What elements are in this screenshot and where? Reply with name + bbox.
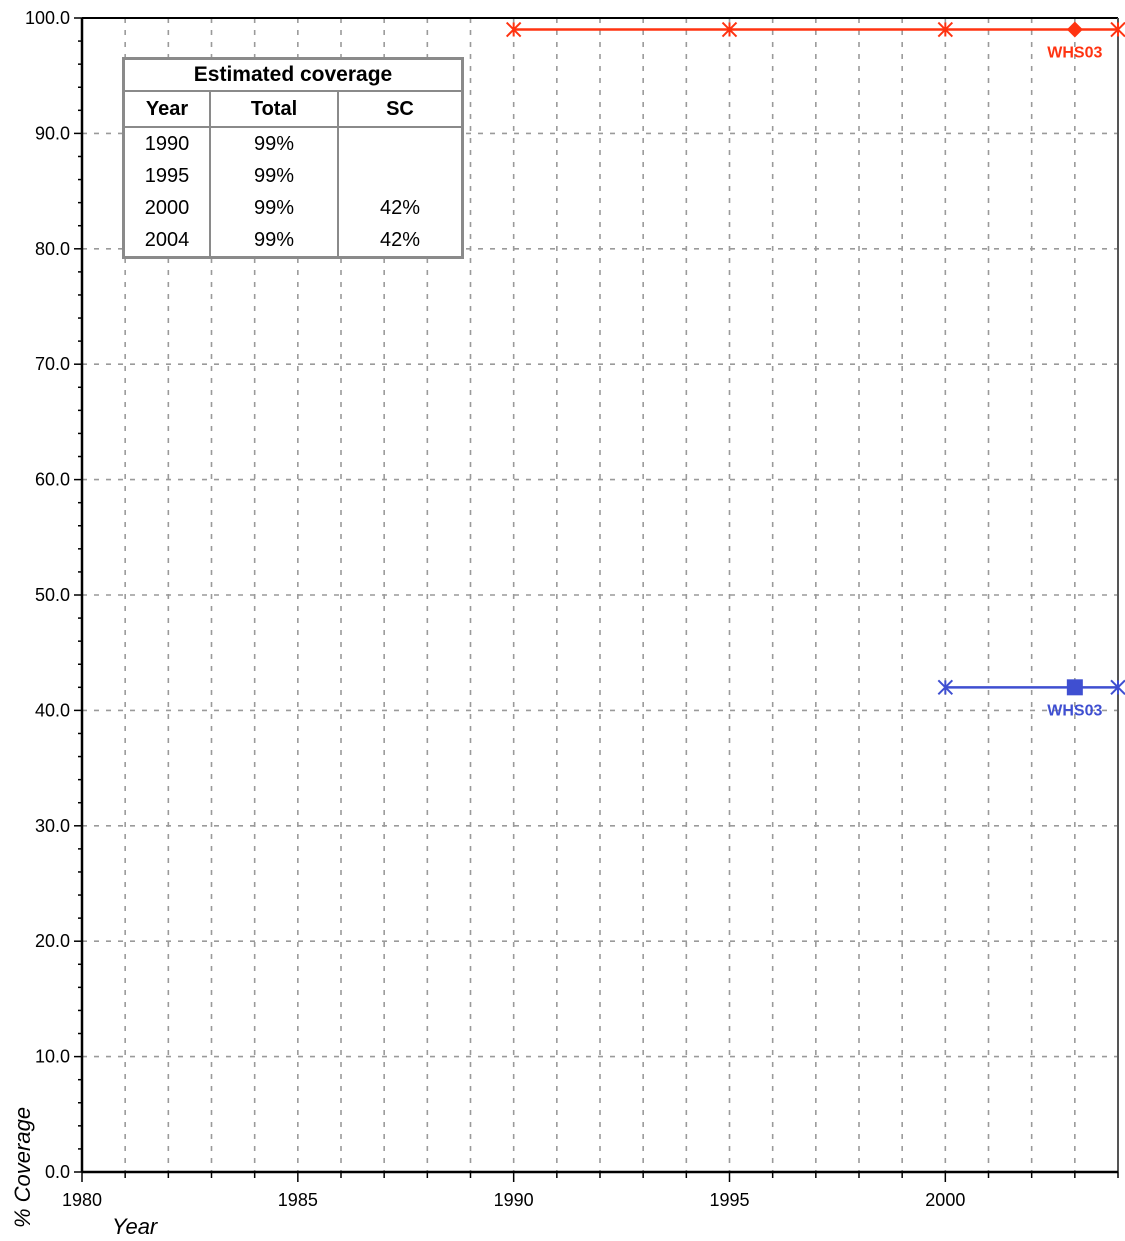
table-row: 1990 99%	[123, 127, 463, 160]
data-point-star	[721, 21, 738, 38]
table-row: 1995 99%	[123, 160, 463, 192]
y-tick-label: 10.0	[35, 1047, 70, 1067]
cell-year: 2004	[123, 224, 211, 258]
y-tick-label: 0.0	[45, 1162, 70, 1182]
data-point-star	[1110, 679, 1125, 696]
cell-sc: 42%	[379, 196, 421, 219]
y-tick-label: 70.0	[35, 354, 70, 374]
y-tick-label: 50.0	[35, 585, 70, 605]
data-point-star	[937, 21, 954, 38]
table-caption: Estimated coverage	[123, 58, 463, 92]
y-tick-label: 80.0	[35, 239, 70, 259]
table-row: 2004 99% 42%	[123, 224, 463, 258]
data-point-star	[1110, 21, 1125, 38]
x-tick-label: 1995	[709, 1190, 749, 1210]
y-tick-label: 30.0	[35, 816, 70, 836]
table-row: 2000 99% 42%	[123, 192, 463, 224]
x-tick-label: 1980	[62, 1190, 102, 1210]
survey-point-square	[1066, 679, 1083, 696]
cell-year: 1995	[123, 160, 211, 192]
x-axis-title: Year	[112, 1214, 159, 1239]
cell-year: 1990	[123, 127, 211, 160]
y-tick-label: 100.0	[25, 8, 70, 28]
y-axis-title: % Coverage	[10, 1107, 35, 1228]
header-total: Total	[210, 91, 339, 128]
cell-total: 99%	[210, 160, 339, 192]
data-point-star	[505, 21, 522, 38]
x-tick-label: 1985	[278, 1190, 318, 1210]
survey-point-label: WHS03	[1047, 45, 1102, 62]
y-tick-label: 90.0	[35, 123, 70, 143]
cell-sc: 42%	[379, 228, 421, 251]
ticks: 0.0 10.0 20.0 30.0 40.0 50.0 60.0 70.0 80.0 90.0 1…	[25, 8, 1119, 1210]
cell-total: 99%	[210, 127, 339, 160]
cell-sc	[338, 127, 463, 160]
cell-year: 2000	[123, 192, 211, 224]
cell-total: 99%	[210, 192, 339, 224]
x-tick-label: 2000	[925, 1190, 965, 1210]
header-sc: SC	[338, 91, 463, 128]
survey-point-diamond	[1066, 21, 1083, 38]
series-layer: WHS03 WHS03	[505, 21, 1125, 719]
y-tick-label: 20.0	[35, 931, 70, 951]
survey-point-label: WHS03	[1047, 702, 1102, 719]
x-tick-label: 1990	[494, 1190, 534, 1210]
data-point-star	[937, 679, 954, 696]
estimated-coverage-table: Estimated coverage Year Total SC 1990 99…	[122, 57, 464, 259]
header-year: Year	[123, 91, 211, 128]
y-tick-label: 40.0	[35, 700, 70, 720]
cell-sc	[338, 160, 463, 192]
y-tick-label: 60.0	[35, 470, 70, 490]
cell-total: 99%	[210, 224, 339, 258]
